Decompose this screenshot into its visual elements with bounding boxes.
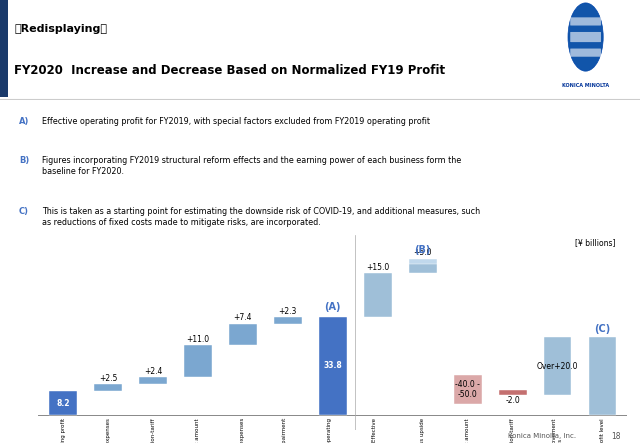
Ellipse shape (568, 3, 604, 71)
Text: +7.4: +7.4 (234, 313, 252, 323)
Text: (B): (B) (415, 245, 431, 255)
Bar (184, 345, 212, 377)
Bar (274, 317, 302, 323)
Text: KONICA MINOLTA: KONICA MINOLTA (562, 83, 609, 88)
Text: 18: 18 (611, 432, 621, 441)
Text: +2.4: +2.4 (144, 367, 162, 376)
Bar (409, 259, 436, 273)
Text: C): C) (19, 207, 29, 216)
Text: B): B) (19, 156, 29, 166)
Text: U.S.-China trade friction-tariff: U.S.-China trade friction-tariff (150, 418, 156, 443)
Bar (409, 259, 436, 264)
Text: FY 2019 normalized operating
profit: FY 2019 normalized operating profit (328, 418, 338, 443)
Bar (543, 337, 572, 396)
Text: +2.3: +2.3 (278, 307, 297, 316)
Text: +15.0: +15.0 (366, 263, 389, 272)
Bar (94, 384, 122, 391)
Bar (589, 337, 616, 415)
Bar (454, 375, 481, 404)
Text: U.S.-China trade friction-tariff: U.S.-China trade friction-tariff (510, 418, 515, 443)
Bar (499, 389, 527, 396)
Text: COVID-19 impact amount: COVID-19 impact amount (195, 418, 200, 443)
Bar (0, 0, 8, 97)
Text: Recognition of impairment
loss: Recognition of impairment loss (282, 418, 293, 443)
Text: Konica Minolta, Inc.: Konica Minolta, Inc. (508, 433, 576, 439)
Text: Structural reform expenses: Structural reform expenses (241, 418, 245, 443)
Text: Started in FY2019 Effective
measures: Started in FY2019 Effective measures (372, 418, 383, 443)
Text: Over+20.0: Over+20.0 (537, 362, 579, 371)
Text: CRE related expenses: CRE related expenses (106, 418, 111, 443)
Bar (319, 317, 347, 415)
Text: Additional improvement
measures: Additional improvement measures (552, 418, 563, 443)
Text: FY 2020 operating profit level: FY 2020 operating profit level (600, 418, 605, 443)
FancyBboxPatch shape (570, 32, 601, 42)
Bar (139, 377, 167, 384)
Text: FY2019 operating profit: FY2019 operating profit (61, 418, 66, 443)
Text: 【Redisplaying】: 【Redisplaying】 (14, 24, 107, 34)
FancyBboxPatch shape (570, 49, 601, 57)
Text: FY2020  Increase and Decrease Based on Normalized FY19 Profit: FY2020 Increase and Decrease Based on No… (14, 64, 445, 77)
Text: -2.0: -2.0 (505, 396, 520, 405)
Text: -40.0 -
-50.0: -40.0 - -50.0 (455, 380, 480, 399)
Text: (A): (A) (324, 303, 341, 312)
Text: +5.0: +5.0 (413, 249, 432, 257)
Text: This is taken as a starting point for estimating the downside risk of COVID-19, : This is taken as a starting point for es… (42, 207, 481, 227)
Text: Figures incorporating FY2019 structural reform effects and the earning power of : Figures incorporating FY2019 structural … (42, 156, 461, 176)
Text: A): A) (19, 117, 29, 126)
Text: FY2020 business upside: FY2020 business upside (420, 418, 425, 443)
Bar (364, 273, 392, 317)
Text: [¥ billions]: [¥ billions] (575, 238, 615, 247)
Text: 8.2: 8.2 (56, 399, 70, 408)
Bar (49, 391, 77, 415)
Text: +2.5: +2.5 (99, 374, 117, 383)
Text: COVID-19 impact amount: COVID-19 impact amount (465, 418, 470, 443)
Text: Effective operating profit for FY2019, with special factors excluded from FY2019: Effective operating profit for FY2019, w… (42, 117, 430, 126)
FancyBboxPatch shape (570, 17, 601, 26)
Text: 33.8: 33.8 (323, 361, 342, 370)
Text: (C): (C) (595, 324, 611, 334)
Bar (229, 323, 257, 345)
Text: +11.0: +11.0 (186, 335, 209, 344)
